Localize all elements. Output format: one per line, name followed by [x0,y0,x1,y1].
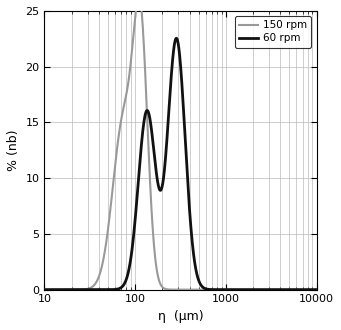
60 rpm [174,36,178,40]
60 rpm [280,288,284,292]
150 rpm [73,288,77,292]
Line: 150 rpm: 150 rpm [44,0,316,290]
60 rpm [159,188,163,192]
60 rpm [314,288,318,292]
60 rpm [309,288,313,292]
150 rpm [90,285,94,289]
X-axis label: η  (μm): η (μm) [158,310,203,323]
Y-axis label: % (nb): % (nb) [7,130,20,171]
60 rpm [147,112,151,115]
60 rpm [73,288,77,292]
150 rpm [42,288,46,292]
150 rpm [159,283,163,287]
Line: 60 rpm: 60 rpm [44,38,316,290]
150 rpm [280,288,284,292]
150 rpm [309,288,313,292]
150 rpm [314,288,318,292]
60 rpm [42,288,46,292]
60 rpm [90,288,94,292]
150 rpm [147,155,151,159]
Legend: 150 rpm, 60 rpm: 150 rpm, 60 rpm [235,16,311,48]
